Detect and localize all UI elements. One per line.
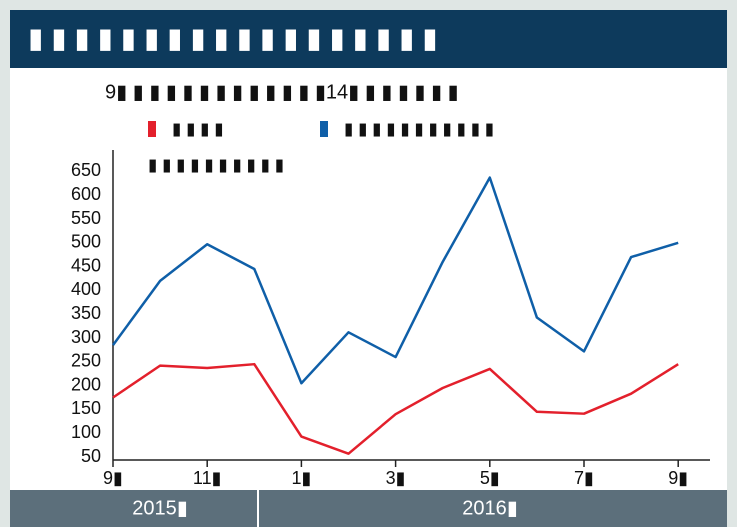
x-tick-label: 1▮ (291, 468, 311, 488)
subtitle: 9▮ ▮ ▮ ▮ ▮ ▮ ▮ ▮ ▮ ▮ ▮ ▮ ▮14▮ ▮ ▮ ▮ ▮ ▮ … (105, 81, 459, 103)
x-tick-label: 7▮ (574, 468, 594, 488)
year-label: 2015▮ (132, 497, 188, 519)
y-tick-label: 650 (71, 160, 101, 180)
y-tick-label: 250 (71, 351, 101, 371)
x-tick-label: 9▮ (668, 468, 688, 488)
y-tick-label: 450 (71, 255, 101, 275)
legend-swatch (320, 121, 328, 137)
y-tick-label: 50 (81, 446, 101, 466)
y-tick-label: 150 (71, 398, 101, 418)
header-band (10, 10, 727, 68)
x-tick-label: 11▮ (193, 468, 222, 488)
plot-panel (10, 68, 727, 490)
y-tick-label: 100 (71, 422, 101, 442)
series-line (112, 362, 679, 455)
y-tick-label: 200 (71, 374, 101, 394)
legend-label: ▮ ▮ ▮ ▮ (172, 119, 224, 138)
y-tick-label: 350 (71, 303, 101, 323)
y-tick-label: 400 (71, 279, 101, 299)
y-tick-label: 550 (71, 208, 101, 228)
y-tick-label: 300 (71, 327, 101, 347)
y-tick-label: 500 (71, 232, 101, 252)
year-band (10, 490, 727, 527)
chart-title: ▮ ▮ ▮ ▮ ▮ ▮ ▮ ▮ ▮ ▮ ▮ ▮ ▮ ▮ ▮ ▮ ▮ ▮ (28, 22, 438, 53)
x-tick-label: 9▮ (103, 468, 123, 488)
legend-swatch (148, 121, 156, 137)
note: ▮ ▮ ▮ ▮ ▮ ▮ ▮ ▮ ▮ ▮ (148, 155, 284, 174)
x-tick-label: 3▮ (386, 468, 406, 488)
x-tick-label: 5▮ (480, 468, 500, 488)
series-line (111, 176, 679, 385)
y-tick-label: 600 (71, 184, 101, 204)
legend-label: ▮ ▮ ▮ ▮ ▮ ▮ ▮ ▮ ▮ ▮ ▮ (344, 119, 494, 138)
year-label: 2016▮ (462, 497, 518, 519)
